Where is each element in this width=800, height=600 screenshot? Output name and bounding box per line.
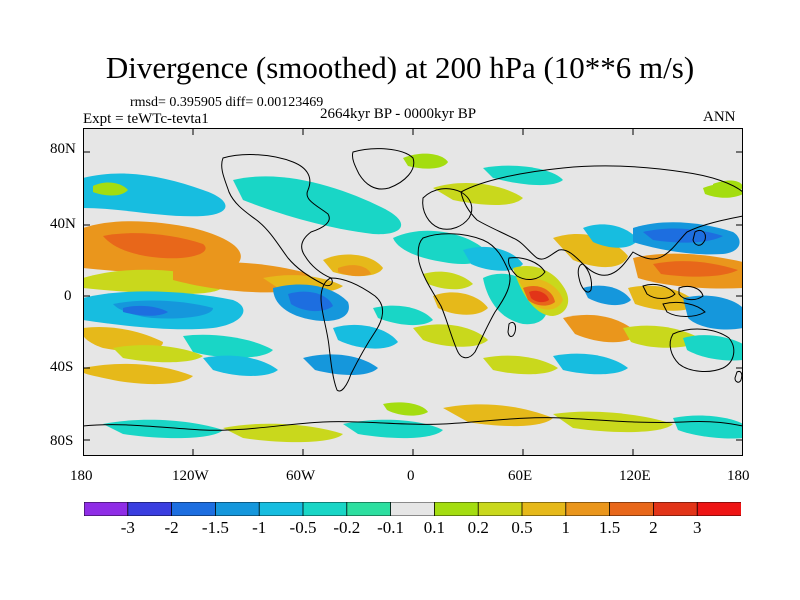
lat-label-40n: 40N [50,216,76,232]
lat-label-80s: 80S [50,433,74,449]
map-title: Divergence (smoothed) at 200 hPa (10**6 … [105,50,695,85]
colorbar-swatch [609,502,655,516]
lon-label-120e: 120E [619,468,651,484]
colorbar-swatch [302,502,348,516]
colorbar-swatch [258,502,304,516]
coastlines [83,148,743,431]
period-label: 2664kyr BP - 0000kyr BP [320,106,477,122]
lon-label-60e: 60E [508,468,533,484]
colorbar-swatch [521,502,567,516]
colorbar-label: -0.5 [289,518,317,537]
stats-line: rmsd= 0.395905 diff= 0.00123469 [130,95,324,110]
colorbar-label: 0.2 [467,518,489,537]
colorbar-label: -1.5 [201,518,229,537]
lat-label-40s: 40S [50,359,74,375]
lon-label-0: 0 [407,468,415,484]
colorbar-label: -0.2 [333,518,361,537]
colorbar-label: 0.1 [423,518,446,537]
colorbar-swatch [84,502,129,516]
colorbar-label: -1 [252,518,267,537]
lat-label-80n: 80N [50,141,76,157]
colorbar-label: -3 [120,518,135,537]
colorbar-swatch [696,502,741,516]
season-label: ANN [703,109,736,125]
colorbar [84,502,741,516]
lon-label-180w: 180 [70,468,93,484]
divergence-map [83,128,743,456]
colorbar-label: -0.1 [377,518,405,537]
colorbar-label: 1.5 [598,518,621,537]
colorbar-swatch [477,502,523,516]
lon-label-60w: 60W [286,468,316,484]
colorbar-label: 0.5 [511,518,533,537]
lon-label-180e: 180 [727,468,750,484]
experiment-label: Expt = teWTc-tevta1 [83,111,209,127]
colorbar-label: 2 [649,518,658,537]
colorbar-swatch [214,502,261,516]
divergence-field [83,153,743,443]
lat-label-eq: 0 [64,288,72,304]
colorbar-swatch [127,502,173,516]
colorbar-label: -2 [164,518,179,537]
colorbar-label: 1 [561,518,571,537]
axis-ticks [83,128,743,456]
colorbar-label: 3 [692,518,702,537]
colorbar-swatch [653,502,699,516]
lon-label-120w: 120W [172,468,209,484]
colorbar-swatch [390,502,436,516]
colorbar-swatch [565,502,611,516]
colorbar-swatch [171,502,217,516]
colorbar-swatch [433,502,480,516]
colorbar-swatch [346,502,392,516]
